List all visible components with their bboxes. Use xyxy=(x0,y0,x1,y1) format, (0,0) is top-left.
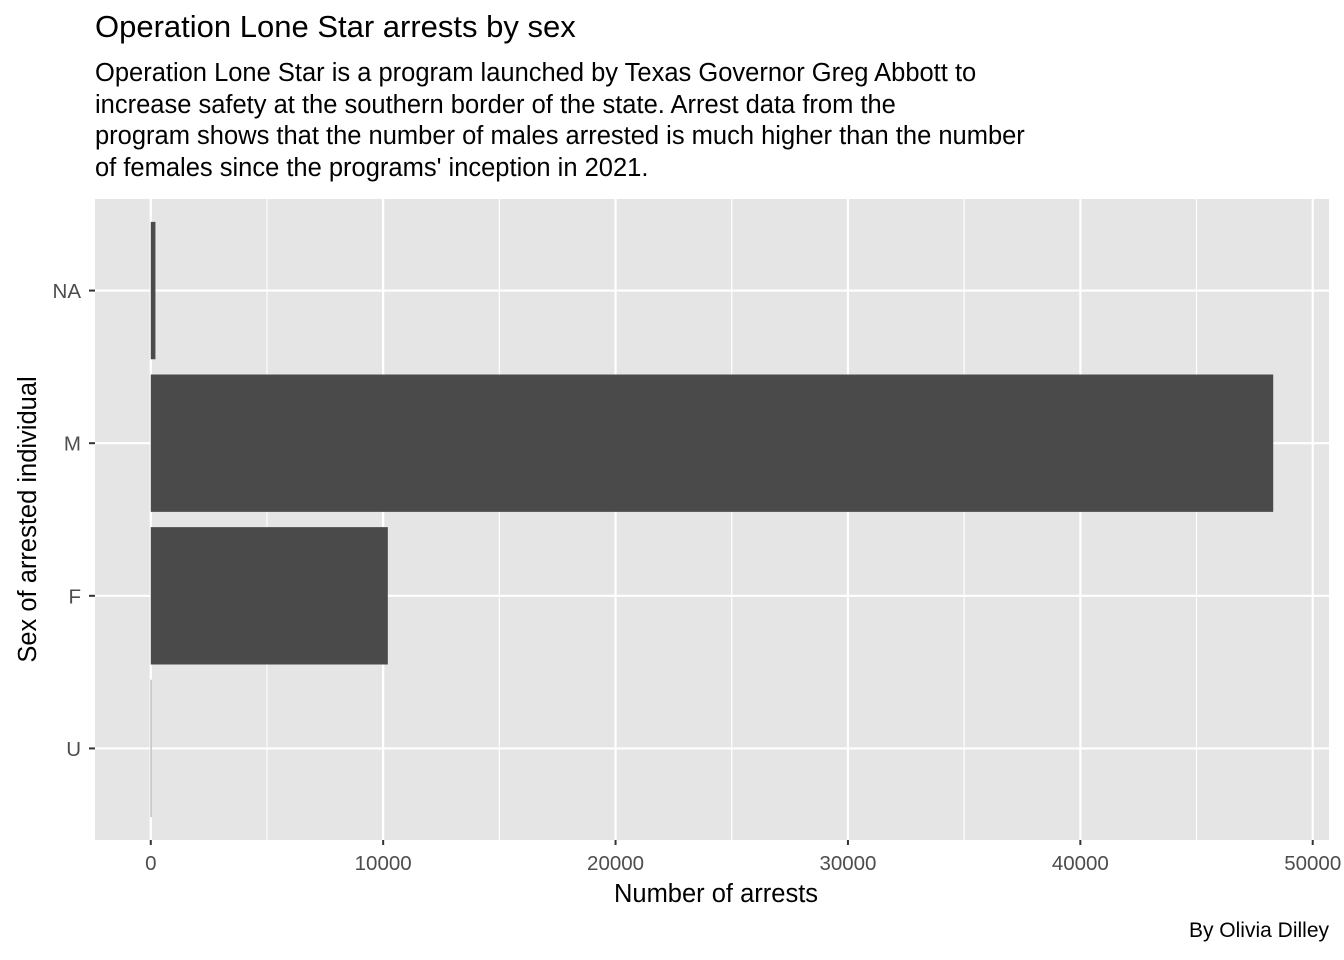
bar-na xyxy=(150,221,156,360)
x-tick-label: 0 xyxy=(145,852,156,875)
subtitle-line: increase safety at the southern border o… xyxy=(95,90,896,119)
chart-caption: By Olivia Dilley xyxy=(1188,919,1329,942)
plot-panel xyxy=(95,199,1329,840)
bar-m xyxy=(150,374,1274,512)
x-tick-label: 10000 xyxy=(355,852,412,875)
subtitle-line: program shows that the number of males a… xyxy=(95,122,1025,150)
y-tick-label: NA xyxy=(53,280,82,303)
bar-f xyxy=(150,527,388,665)
chart-title: Operation Lone Star arrests by sex xyxy=(95,9,576,44)
x-axis: 0 10000 20000 30000 40000 50000 xyxy=(145,840,1341,875)
subtitle-line: Operation Lone Star is a program launche… xyxy=(95,59,977,87)
x-axis-title: Number of arrests xyxy=(614,880,818,908)
x-tick-label: 50000 xyxy=(1284,852,1341,875)
bar-u xyxy=(150,679,152,818)
y-tick-label: F xyxy=(68,585,81,608)
bars xyxy=(150,221,1274,818)
x-tick-label: 40000 xyxy=(1052,852,1109,875)
x-tick-label: 20000 xyxy=(587,852,644,875)
minor-gridlines xyxy=(266,199,1198,840)
y-tick-label: M xyxy=(64,433,81,456)
chart-subtitle: Operation Lone Star is a program launche… xyxy=(95,58,1195,184)
y-tick-label: U xyxy=(66,738,81,761)
y-axis: U F M NA xyxy=(53,280,95,761)
y-axis-title: Sex of arrested individual xyxy=(14,376,42,662)
subtitle-line: of females since the programs' inception… xyxy=(95,153,649,182)
x-tick-label: 30000 xyxy=(819,852,876,875)
